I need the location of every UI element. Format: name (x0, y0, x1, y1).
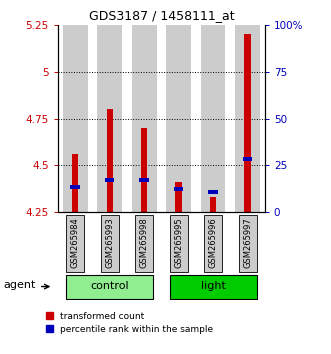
Bar (208, 190, 218, 194)
Bar (174, 187, 183, 191)
Bar (97, 25, 122, 212)
Bar (201, 25, 225, 212)
Title: GDS3187 / 1458111_at: GDS3187 / 1458111_at (89, 9, 234, 22)
Text: GSM265998: GSM265998 (140, 217, 149, 268)
FancyBboxPatch shape (204, 215, 222, 272)
Bar (107, 109, 113, 212)
Text: agent: agent (3, 280, 35, 290)
FancyBboxPatch shape (239, 215, 257, 272)
Bar (166, 25, 191, 212)
Bar (70, 185, 80, 189)
FancyBboxPatch shape (169, 215, 188, 272)
Bar (132, 25, 157, 212)
Bar (139, 177, 149, 182)
Text: control: control (90, 281, 129, 291)
FancyBboxPatch shape (135, 215, 153, 272)
Bar (245, 34, 251, 212)
Text: GSM265984: GSM265984 (71, 217, 80, 268)
Bar (243, 157, 252, 161)
FancyBboxPatch shape (101, 215, 118, 272)
FancyBboxPatch shape (66, 275, 153, 298)
Legend: transformed count, percentile rank within the sample: transformed count, percentile rank withi… (46, 312, 213, 334)
Bar (235, 25, 260, 212)
Bar (105, 177, 115, 182)
Bar (210, 198, 216, 212)
FancyBboxPatch shape (169, 275, 257, 298)
Bar (72, 154, 78, 212)
Text: GSM265993: GSM265993 (105, 217, 114, 268)
Text: GSM265997: GSM265997 (243, 217, 252, 268)
Bar (175, 182, 182, 212)
Text: GSM265995: GSM265995 (174, 217, 183, 268)
Text: light: light (201, 281, 225, 291)
Text: GSM265996: GSM265996 (209, 217, 217, 268)
FancyBboxPatch shape (66, 215, 84, 272)
Bar (63, 25, 88, 212)
Bar (141, 128, 147, 212)
